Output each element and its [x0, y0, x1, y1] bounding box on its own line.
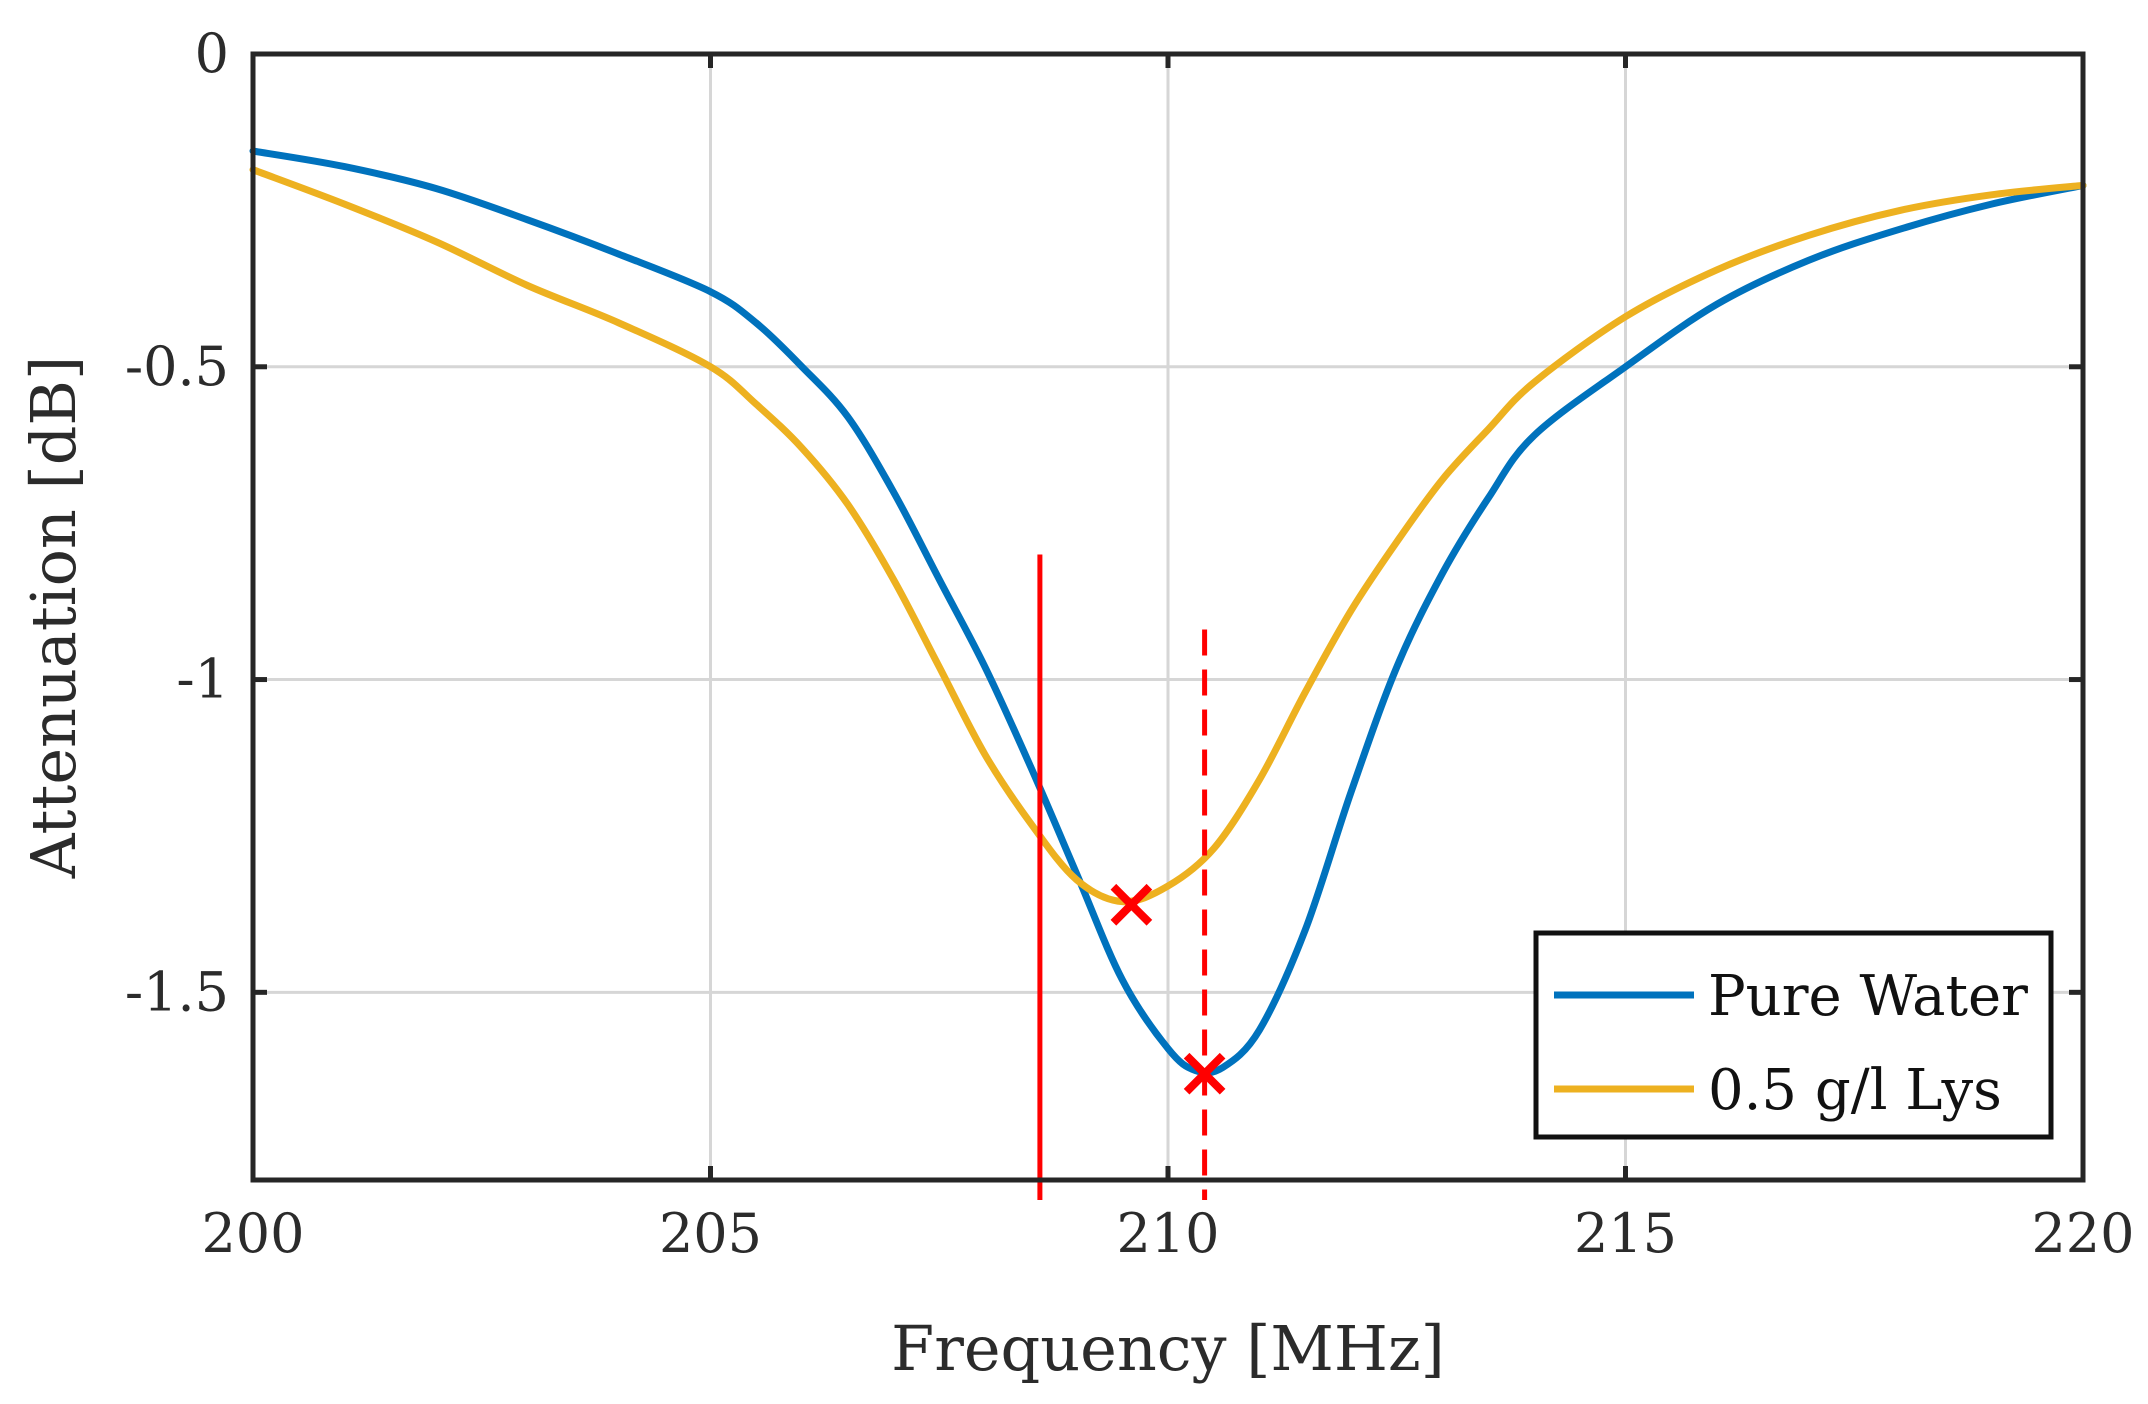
legend-box [1533, 930, 2054, 1140]
lys-minimum-x-marker [1110, 883, 1153, 926]
x-tick-label: 215 [1574, 1202, 1677, 1265]
legend-label: 0.5 g/l Lys [1708, 1058, 2002, 1123]
x-tick-label: 205 [659, 1202, 762, 1265]
water-minimum-x-marker [1183, 1052, 1226, 1095]
pure-water-line [249, 147, 2087, 1077]
y-tick-label: 0 [195, 22, 229, 85]
x-tick-label: 200 [201, 1202, 304, 1265]
x-axis-title: Frequency [MHz] [891, 1312, 1445, 1385]
y-tick-label: -0.5 [125, 335, 229, 398]
y-tick-label: -1 [176, 648, 229, 711]
y-axis-title: Attenuation [dB] [17, 356, 90, 879]
x-tick-label: 220 [2031, 1202, 2134, 1265]
x-tick-label: 210 [1116, 1202, 1219, 1265]
lys-line [249, 166, 2087, 906]
y-tick-label: -1.5 [125, 960, 229, 1023]
legend-label: Pure Water [1708, 964, 2028, 1029]
